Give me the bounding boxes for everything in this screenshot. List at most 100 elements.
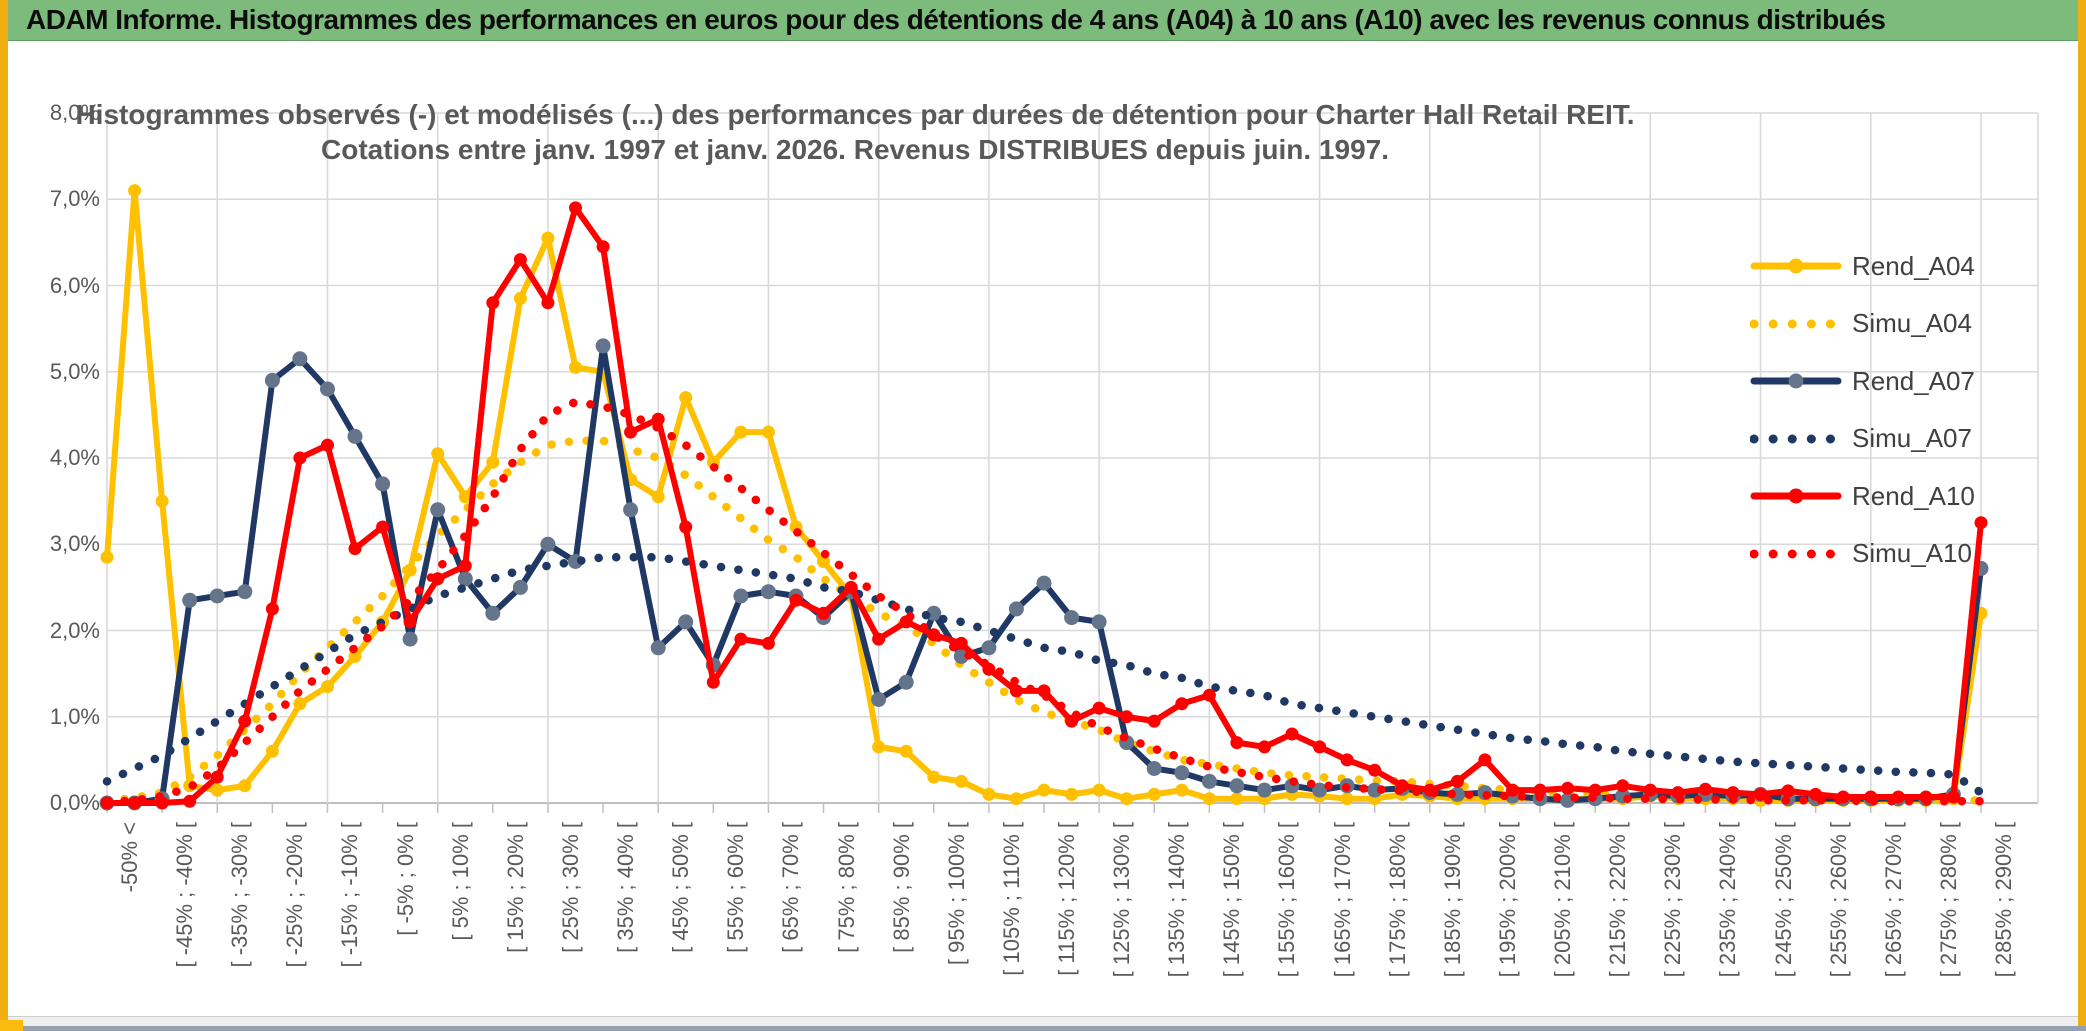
series-marker-Rend_A04 <box>899 744 913 758</box>
x-axis-label: [ 75% ; 80% [ <box>833 822 859 953</box>
series-line-Simu_A10[interactable] <box>102 397 1986 807</box>
series-marker-Rend_A10 <box>1698 782 1712 796</box>
series-marker-Rend_A10 <box>376 520 390 534</box>
series-marker-Rend_A07 <box>237 584 253 600</box>
chart-plot-area[interactable] <box>8 41 2078 1016</box>
series-marker-Rend_A04 <box>1009 792 1023 806</box>
legend-swatch-Simu_A04 <box>1750 319 1842 328</box>
y-axis-label: 7,0% <box>49 186 100 212</box>
series-marker-Rend_A10 <box>844 580 858 594</box>
series-marker-Rend_A10 <box>1781 784 1795 798</box>
series-marker-Rend_A10 <box>183 794 197 808</box>
chart-title-line2: Cotations entre janv. 1997 et janv. 2026… <box>321 134 1389 165</box>
series-marker-Rend_A07 <box>182 592 198 608</box>
legend-swatch-Simu_A10 <box>1750 549 1842 558</box>
x-axis-label: [ 35% ; 40% [ <box>613 822 639 953</box>
series-marker-Rend_A07 <box>375 476 391 492</box>
series-line-Simu_A07[interactable] <box>102 552 1986 797</box>
x-axis-label: [ 45% ; 50% [ <box>668 822 694 953</box>
legend-item-Simu_A04[interactable]: Simu_A04 <box>1750 304 1972 344</box>
series-marker-Rend_A07 <box>540 536 556 552</box>
series-marker-Rend_A10 <box>321 438 334 452</box>
series-marker-Rend_A04 <box>1175 783 1189 797</box>
series-marker-Rend_A10 <box>596 240 610 254</box>
series-marker-Rend_A04 <box>1037 783 1051 797</box>
series-marker-Rend_A10 <box>1175 697 1189 711</box>
x-axis-label: [ 145% ; 150% [ <box>1219 822 1245 978</box>
series-marker-Rend_A10 <box>679 520 693 534</box>
series-marker-Rend_A10 <box>954 636 968 650</box>
series-marker-Rend_A10 <box>1285 727 1299 741</box>
x-axis-label: [ 105% ; 110% [ <box>998 822 1024 976</box>
series-marker-Rend_A04 <box>761 425 775 439</box>
series-marker-Rend_A07 <box>678 614 694 630</box>
x-axis-label: [ 225% ; 230% [ <box>1660 822 1686 978</box>
series-marker-Rend_A07 <box>1008 601 1024 617</box>
x-axis-label: [ -25% ; -20% [ <box>282 822 308 968</box>
legend-item-Rend_A10[interactable]: Rend_A10 <box>1750 476 1975 516</box>
series-marker-Rend_A10 <box>1092 701 1106 715</box>
series-marker-Rend_A07 <box>209 588 225 604</box>
legend-swatch-Rend_A04 <box>1750 258 1842 274</box>
x-axis-label: [ 95% ; 100% [ <box>943 822 969 966</box>
series-marker-Rend_A07 <box>595 338 611 354</box>
series-marker-Rend_A10 <box>348 542 362 556</box>
x-axis-label: -50% < <box>117 822 142 893</box>
legend-label: Simu_A07 <box>1852 423 1972 453</box>
x-axis-label: [ 135% ; 140% [ <box>1164 822 1190 978</box>
series-marker-Rend_A07 <box>650 640 666 656</box>
app-title: ADAM Informe. Histogrammes des performan… <box>26 4 1886 35</box>
x-axis-label: [ 85% ; 90% [ <box>888 822 914 953</box>
legend-item-Simu_A07[interactable]: Simu_A07 <box>1750 419 1972 459</box>
series-marker-Rend_A10 <box>210 770 224 784</box>
series-marker-Rend_A04 <box>569 360 582 374</box>
series-marker-Rend_A04 <box>1230 792 1244 806</box>
legend-item-Simu_A10[interactable]: Simu_A10 <box>1750 534 1972 574</box>
x-axis-label: [ -5% ; 0% [ <box>392 822 418 936</box>
series-marker-Rend_A04 <box>817 555 830 568</box>
series-marker-Rend_A10 <box>541 296 555 310</box>
series-line-Simu_A04[interactable] <box>102 436 1986 806</box>
series-marker-Rend_A04 <box>265 744 279 758</box>
chart-card[interactable]: Histogrammes observés (-) et modélisés (… <box>8 41 2078 1016</box>
legend-item-Rend_A07[interactable]: Rend_A07 <box>1750 361 1975 401</box>
series-marker-Rend_A10 <box>624 425 638 439</box>
x-axis-label: [ 65% ; 70% [ <box>778 822 804 953</box>
series-marker-Rend_A10 <box>458 559 472 573</box>
series-marker-Rend_A10 <box>817 606 830 620</box>
series-line-Rend_A07[interactable] <box>104 342 1984 806</box>
legend-label: Rend_A10 <box>1852 480 1975 511</box>
bottom-status-bar <box>0 1026 2086 1031</box>
series-marker-Rend_A04 <box>1092 783 1106 797</box>
series-marker-Rend_A04 <box>155 494 169 508</box>
legend-item-Rend_A04[interactable]: Rend_A04 <box>1750 246 1975 286</box>
series-marker-Rend_A04 <box>486 455 500 469</box>
series-marker-Rend_A07 <box>1229 778 1245 794</box>
bottom-scrollbar-track[interactable] <box>8 1016 2078 1026</box>
series-marker-Rend_A04 <box>1120 792 1134 806</box>
series-marker-Rend_A04 <box>954 774 968 788</box>
series-marker-Rend_A07 <box>402 631 418 647</box>
series-marker-Rend_A10 <box>1120 710 1134 724</box>
series-marker-Rend_A10 <box>1450 774 1464 788</box>
series-marker-Rend_A10 <box>1147 714 1161 728</box>
series-marker-Rend_A10 <box>1946 790 1960 804</box>
series-line-Rend_A04[interactable] <box>104 187 1984 804</box>
app-title-bar: ADAM Informe. Histogrammes des performan… <box>0 0 2086 41</box>
series-marker-Rend_A07 <box>347 428 363 444</box>
series-marker-Rend_A10 <box>238 714 252 728</box>
x-axis-label: [ 5% ; 10% [ <box>447 822 473 941</box>
series-marker-Rend_A04 <box>458 490 472 504</box>
series-marker-Rend_A04 <box>679 391 693 405</box>
legend-label: Rend_A07 <box>1852 365 1975 396</box>
y-axis-label: 3,0% <box>49 531 100 557</box>
x-axis-label: [ 215% ; 220% [ <box>1605 822 1631 978</box>
y-axis-label: 4,0% <box>49 445 100 470</box>
series-marker-Rend_A04 <box>1065 787 1079 801</box>
x-axis-label: [ 185% ; 190% [ <box>1439 822 1465 978</box>
series-marker-Rend_A07 <box>430 502 446 518</box>
series-marker-Rend_A04 <box>128 184 142 198</box>
series-marker-Rend_A07 <box>1367 782 1383 798</box>
series-marker-Rend_A10 <box>293 451 307 465</box>
series-marker-Rend_A04 <box>651 490 665 504</box>
